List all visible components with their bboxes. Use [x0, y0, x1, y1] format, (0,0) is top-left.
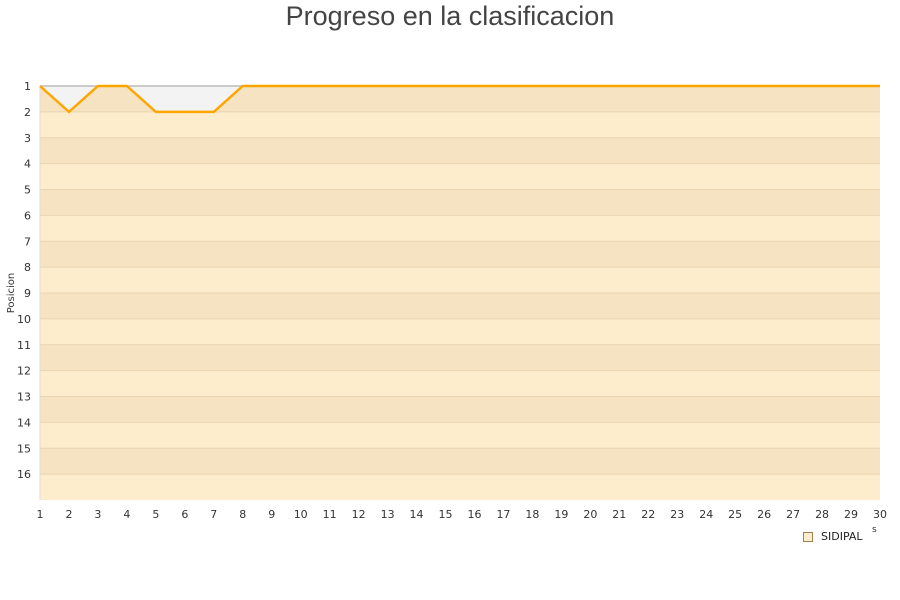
y-tick-label: 3 — [24, 132, 31, 145]
x-tick-label: 1 — [37, 508, 44, 521]
x-tick-label: 20 — [583, 508, 597, 521]
band — [40, 267, 880, 293]
band — [40, 137, 880, 164]
x-tick-label: 7 — [210, 508, 217, 521]
band — [40, 448, 880, 475]
y-tick-label: 12 — [17, 365, 31, 378]
x-tick-label: 26 — [757, 508, 771, 521]
y-tick-label: 11 — [17, 339, 31, 352]
legend-extra: s — [872, 525, 877, 535]
legend-label[interactable]: SIDIPAL — [821, 530, 863, 543]
x-tick-label: 10 — [294, 508, 308, 521]
x-tick-label: 30 — [873, 508, 887, 521]
x-tick-label: 14 — [410, 508, 424, 521]
x-tick-label: 12 — [352, 508, 366, 521]
x-tick-label: 13 — [381, 508, 395, 521]
x-tick-label: 5 — [152, 508, 159, 521]
x-tick-label: 24 — [699, 508, 713, 521]
band — [40, 293, 880, 319]
y-tick-label: 16 — [17, 468, 31, 481]
band — [40, 370, 880, 397]
x-tick-label: 4 — [123, 508, 130, 521]
x-tick-label: 27 — [786, 508, 800, 521]
band — [40, 422, 880, 449]
x-tick-label: 22 — [641, 508, 655, 521]
x-tick-label: 19 — [554, 508, 568, 521]
legend: SIDIPAL — [803, 530, 863, 543]
y-tick-label: 8 — [24, 261, 31, 274]
band — [40, 241, 880, 268]
x-tick-label: 8 — [239, 508, 246, 521]
x-tick-label: 3 — [94, 508, 101, 521]
y-tick-label: 10 — [17, 313, 31, 326]
y-tick-label: 9 — [24, 287, 31, 300]
x-tick-label: 25 — [728, 508, 742, 521]
y-tick-label: 2 — [24, 106, 31, 119]
x-tick-label: 16 — [467, 508, 481, 521]
area-above-line — [40, 86, 880, 112]
band — [40, 111, 880, 138]
x-tick-label: 2 — [65, 508, 72, 521]
band — [40, 318, 880, 345]
x-tick-label: 6 — [181, 508, 188, 521]
legend-swatch — [803, 531, 813, 542]
band — [40, 189, 880, 216]
y-tick-label: 13 — [17, 391, 31, 404]
y-tick-label: 15 — [17, 442, 31, 455]
x-tick-label: 28 — [815, 508, 829, 521]
y-tick-label: 7 — [24, 235, 31, 248]
y-axis-label: Posicion — [6, 273, 17, 314]
band — [40, 474, 880, 500]
x-tick-label: 9 — [268, 508, 275, 521]
band — [40, 215, 880, 242]
band — [40, 163, 880, 190]
x-tick-label: 15 — [439, 508, 453, 521]
x-tick-label: 21 — [612, 508, 626, 521]
y-tick-label: 14 — [17, 416, 31, 429]
chart-title: Progreso en la clasificacion — [285, 1, 615, 31]
series-line — [39, 84, 880, 114]
band — [40, 396, 880, 423]
y-tick-label: 6 — [24, 209, 31, 222]
x-tick-label: 23 — [670, 508, 684, 521]
x-tick-label: 18 — [525, 508, 539, 521]
x-tick-label: 29 — [844, 508, 858, 521]
band — [40, 344, 880, 371]
x-tick-label: 11 — [323, 508, 337, 521]
y-tick-label: 1 — [24, 80, 31, 93]
y-tick-label: 5 — [24, 184, 31, 197]
y-tick-label: 4 — [24, 158, 31, 171]
x-tick-label: 17 — [496, 508, 510, 521]
